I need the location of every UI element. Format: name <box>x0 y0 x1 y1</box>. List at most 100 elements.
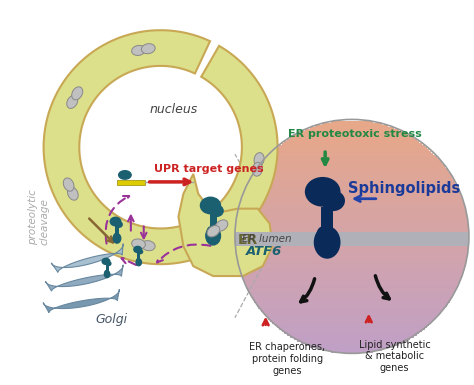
Bar <box>237 215 467 217</box>
Bar <box>240 270 464 271</box>
Bar <box>235 244 469 246</box>
Ellipse shape <box>109 217 121 226</box>
Bar <box>235 236 469 238</box>
Ellipse shape <box>132 45 146 55</box>
Bar <box>115 226 119 234</box>
Bar <box>137 253 140 259</box>
Bar <box>239 268 465 270</box>
Ellipse shape <box>137 249 143 254</box>
Bar <box>241 199 463 201</box>
Bar <box>274 149 429 151</box>
Bar <box>249 293 454 295</box>
Bar <box>237 258 467 260</box>
Bar <box>310 127 394 129</box>
Ellipse shape <box>106 261 111 266</box>
Bar <box>287 334 417 336</box>
Ellipse shape <box>207 226 216 235</box>
Bar <box>293 135 410 137</box>
Bar <box>242 277 462 279</box>
Ellipse shape <box>207 226 220 237</box>
Bar <box>290 336 413 338</box>
Bar <box>242 198 462 199</box>
Bar <box>247 289 456 291</box>
Bar <box>258 306 446 308</box>
Bar <box>246 186 457 187</box>
Ellipse shape <box>141 44 155 54</box>
Bar <box>237 217 467 219</box>
Bar <box>252 297 452 299</box>
Bar <box>277 326 427 328</box>
Text: ER chaperones,
protein folding
genes: ER chaperones, protein folding genes <box>249 343 326 376</box>
Bar <box>235 242 469 244</box>
Bar <box>254 301 450 303</box>
Bar <box>322 123 382 125</box>
Ellipse shape <box>133 246 142 253</box>
Bar <box>282 143 422 145</box>
Bar <box>253 174 451 176</box>
Ellipse shape <box>317 226 332 241</box>
Bar <box>268 318 436 320</box>
Text: ER: ER <box>237 233 258 248</box>
Ellipse shape <box>205 226 221 246</box>
Text: UPR target genes: UPR target genes <box>154 164 263 174</box>
Bar <box>243 194 461 196</box>
Bar <box>245 283 459 285</box>
Polygon shape <box>43 289 119 313</box>
Bar <box>236 252 468 254</box>
Polygon shape <box>178 174 273 276</box>
Bar <box>261 310 442 313</box>
Text: Lipid synthetic
& metabolic
genes: Lipid synthetic & metabolic genes <box>359 340 430 373</box>
Bar <box>235 240 469 242</box>
Bar <box>260 164 444 166</box>
Bar <box>305 129 399 131</box>
Text: ATF6: ATF6 <box>246 245 282 258</box>
Bar <box>236 221 468 223</box>
Ellipse shape <box>200 197 221 214</box>
Bar <box>321 207 333 231</box>
Bar <box>237 260 466 262</box>
Bar <box>301 131 403 133</box>
Bar <box>255 170 448 172</box>
Bar <box>236 227 468 229</box>
Bar <box>106 265 109 271</box>
Bar <box>310 346 394 348</box>
Polygon shape <box>51 244 123 272</box>
Bar <box>236 254 467 256</box>
Ellipse shape <box>132 239 146 249</box>
Bar <box>293 338 410 340</box>
Ellipse shape <box>104 270 110 278</box>
Bar <box>239 205 465 207</box>
Bar <box>210 214 217 229</box>
Ellipse shape <box>210 204 224 217</box>
Text: ER proteotoxic stress: ER proteotoxic stress <box>288 129 422 139</box>
Bar <box>235 234 469 236</box>
Bar <box>235 233 469 246</box>
Bar <box>268 154 436 156</box>
Bar <box>252 176 452 178</box>
Ellipse shape <box>314 226 340 259</box>
Bar <box>236 219 467 221</box>
Bar <box>241 273 463 275</box>
Bar <box>248 182 456 184</box>
Bar <box>274 324 429 326</box>
Bar <box>246 285 458 287</box>
Bar <box>261 162 442 164</box>
Bar <box>279 145 425 147</box>
Bar <box>117 180 145 185</box>
Bar <box>322 350 382 352</box>
Ellipse shape <box>141 241 155 251</box>
Bar <box>260 308 444 310</box>
Text: Sphingolipids: Sphingolipids <box>348 181 461 196</box>
Bar <box>270 320 434 322</box>
Bar <box>279 328 425 330</box>
Bar <box>290 137 413 139</box>
Ellipse shape <box>72 87 83 100</box>
Text: ER lumen: ER lumen <box>242 234 292 244</box>
Bar <box>238 264 465 266</box>
Bar <box>236 250 468 252</box>
Ellipse shape <box>118 170 132 180</box>
Bar <box>297 133 407 135</box>
Bar <box>258 166 446 168</box>
Bar <box>235 233 469 234</box>
Bar <box>284 332 419 334</box>
